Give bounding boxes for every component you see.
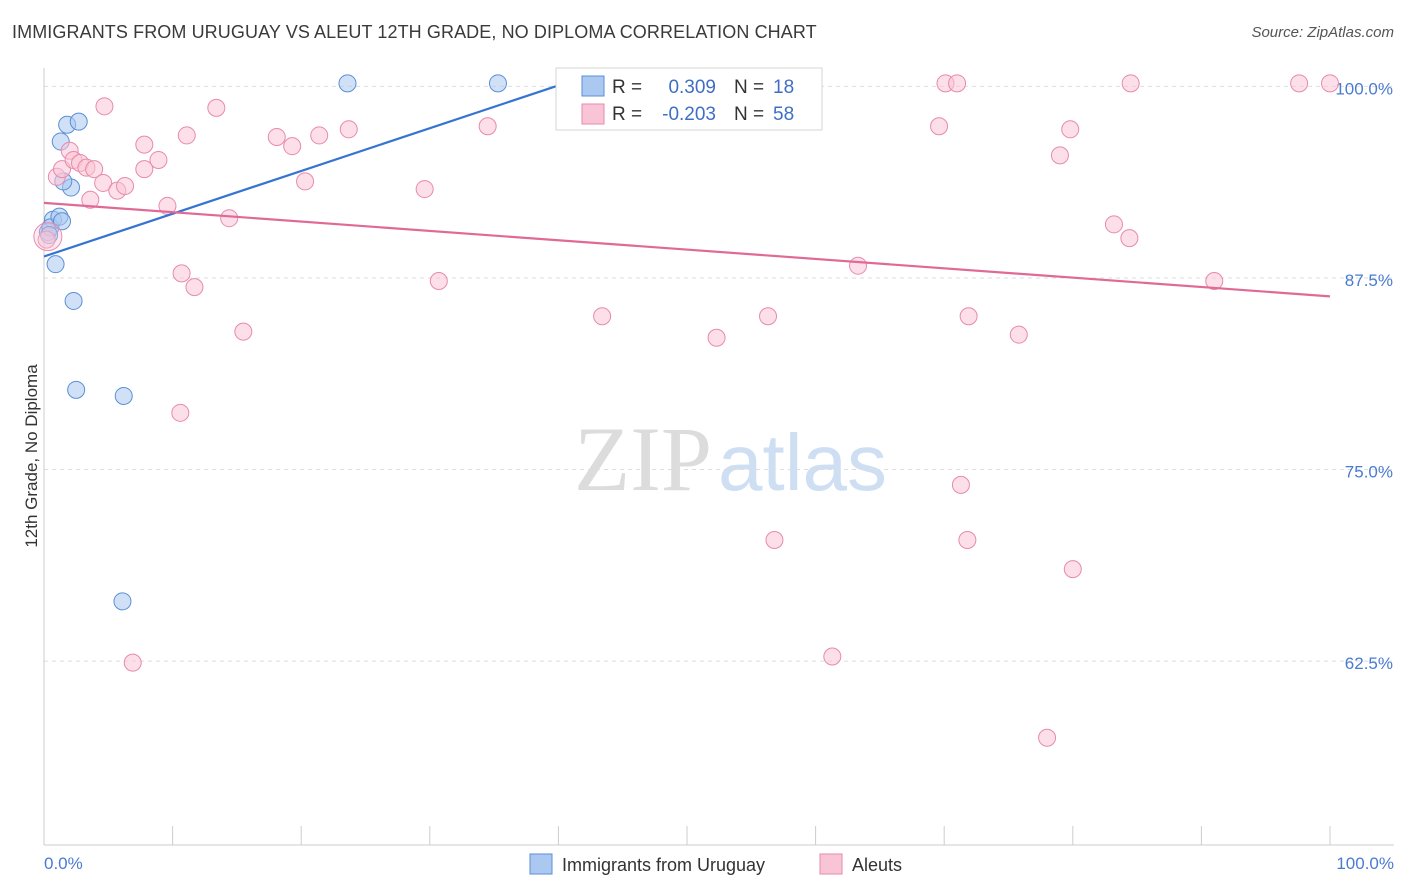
point-aleuts-50 — [123, 653, 142, 672]
stats-r-value-uruguay: 0.309 — [668, 77, 716, 98]
point-aleuts-8 — [85, 160, 104, 179]
point-aleuts-25 — [296, 172, 315, 191]
watermark-atlas: atlas — [718, 418, 887, 507]
y-tick-label-1: 87.5% — [1345, 271, 1393, 290]
point-aleuts-22 — [234, 322, 253, 341]
point-aleuts-15 — [149, 150, 168, 169]
point-uruguay-10 — [64, 291, 83, 310]
point-aleuts-12 — [116, 177, 135, 196]
point-aleuts-28 — [415, 180, 434, 199]
point-aleuts-23 — [267, 127, 286, 146]
x-tick-label-0: 0.0% — [44, 854, 83, 873]
stats-n-value-uruguay: 18 — [773, 77, 794, 98]
chart-title: IMMIGRANTS FROM URUGUAY VS ALEUT 12TH GR… — [12, 22, 817, 42]
point-aleuts-44 — [1121, 74, 1140, 93]
point-aleuts-18 — [177, 126, 196, 145]
point-aleuts-48 — [1290, 74, 1309, 93]
point-aleuts-20 — [207, 98, 226, 117]
stats-n-value-aleuts: 58 — [773, 104, 794, 125]
point-uruguay-3 — [46, 255, 65, 274]
x-tick-label-100: 100.0% — [1336, 854, 1394, 873]
stats-legend: R = 0.309 N = 18 R = -0.203 N = 58 — [555, 67, 823, 131]
point-aleuts-17 — [172, 264, 191, 283]
point-aleuts-24 — [283, 137, 302, 156]
y-tick-labels: 100.0% 87.5% 75.0% 62.5% — [1335, 79, 1393, 673]
axes — [43, 68, 1394, 846]
point-aleuts-45 — [1104, 215, 1123, 234]
y-tick-label-2: 75.0% — [1345, 463, 1393, 482]
point-uruguay-5 — [53, 212, 72, 231]
stats-swatch-aleuts — [581, 103, 605, 125]
point-aleuts-10 — [95, 97, 114, 116]
point-aleuts-26 — [310, 126, 329, 145]
point-aleuts-19 — [185, 278, 204, 297]
point-aleuts-37 — [930, 117, 949, 136]
point-aleuts-43 — [1061, 120, 1080, 139]
point-aleuts-0 — [37, 230, 56, 249]
y-axis-label: 12th Grade, No Diploma — [22, 364, 41, 548]
point-uruguay-9 — [69, 112, 88, 131]
point-aleuts-57 — [1038, 728, 1057, 747]
point-aleuts-36 — [849, 256, 868, 275]
stats-n-label-aleuts: N = — [734, 104, 764, 125]
point-aleuts-9 — [94, 173, 113, 192]
point-aleuts-40 — [959, 307, 978, 326]
point-aleuts-41 — [1009, 325, 1028, 344]
trend-line-uruguay — [43, 82, 566, 258]
point-aleuts-55 — [958, 531, 977, 550]
stats-r-label-aleuts: R = — [612, 104, 642, 125]
legend-label-uruguay: Immigrants from Uruguay — [562, 855, 765, 875]
point-aleuts-27 — [339, 120, 358, 139]
legend-swatch-uruguay — [529, 853, 553, 875]
stats-swatch-uruguay — [581, 75, 605, 97]
point-aleuts-13 — [135, 160, 154, 179]
point-aleuts-52 — [765, 531, 784, 550]
y-tick-label-0: 100.0% — [1335, 79, 1393, 98]
point-aleuts-47 — [1205, 272, 1224, 291]
watermark: ZIP atlas — [574, 408, 887, 510]
point-uruguay-14 — [338, 74, 357, 93]
point-aleuts-49 — [1321, 74, 1339, 93]
point-aleuts-39 — [948, 74, 967, 93]
point-aleuts-33 — [707, 328, 726, 347]
point-uruguay-15 — [488, 74, 507, 93]
point-aleuts-54 — [951, 475, 970, 494]
point-aleuts-31 — [593, 307, 612, 326]
point-uruguay-12 — [114, 386, 133, 405]
chart-source: Source: ZipAtlas.com — [1251, 24, 1394, 41]
point-aleuts-53 — [823, 647, 842, 666]
y-tick-label-3: 62.5% — [1345, 654, 1393, 673]
legend-swatch-aleuts — [819, 853, 843, 875]
point-aleuts-29 — [429, 272, 448, 291]
legend-label-aleuts: Aleuts — [852, 855, 902, 875]
point-uruguay-11 — [67, 380, 86, 399]
trend-lines — [43, 82, 1331, 298]
point-aleuts-7 — [81, 190, 100, 209]
point-aleuts-14 — [135, 135, 154, 154]
point-aleuts-56 — [1063, 560, 1082, 579]
stats-r-label-uruguay: R = — [612, 77, 642, 98]
point-aleuts-46 — [1120, 229, 1139, 248]
point-aleuts-35 — [759, 307, 778, 326]
stats-r-value-aleuts: -0.203 — [662, 104, 716, 125]
stats-n-label-uruguay: N = — [734, 77, 764, 98]
x-ticks — [43, 826, 1331, 845]
point-aleuts-42 — [1050, 146, 1069, 165]
trend-line-aleuts — [43, 201, 1331, 298]
bottom-legend: Immigrants from Uruguay Aleuts — [529, 853, 902, 875]
point-aleuts-21 — [220, 209, 239, 228]
point-aleuts-cluster — [33, 222, 63, 252]
point-aleuts-30 — [478, 117, 497, 136]
point-uruguay-13 — [113, 592, 132, 611]
watermark-zip: ZIP — [574, 408, 712, 510]
gridlines — [44, 85, 1394, 662]
point-aleuts-51 — [171, 403, 190, 422]
